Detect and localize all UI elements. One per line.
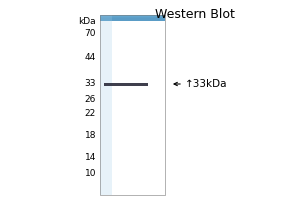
Bar: [100, 17, 165, 20]
Bar: [100, 16, 165, 19]
Text: 26: 26: [85, 96, 96, 104]
Bar: [100, 16, 165, 19]
Text: Western Blot: Western Blot: [155, 8, 235, 21]
Bar: [100, 15, 165, 18]
Bar: [104, 82, 148, 86]
Bar: [100, 16, 165, 19]
Bar: [100, 18, 165, 21]
Text: 22: 22: [85, 110, 96, 118]
Bar: [100, 17, 165, 20]
Bar: [100, 16, 165, 19]
Text: 70: 70: [85, 28, 96, 38]
Bar: [100, 18, 165, 21]
Bar: [100, 16, 165, 19]
Bar: [100, 16, 165, 19]
Bar: [100, 15, 165, 18]
Bar: [100, 16, 165, 19]
Bar: [100, 17, 165, 20]
Bar: [100, 15, 165, 18]
Bar: [100, 16, 165, 19]
Bar: [100, 17, 165, 20]
Bar: [100, 15, 165, 18]
Bar: [100, 16, 165, 19]
Bar: [100, 17, 165, 20]
Bar: [100, 16, 165, 19]
Bar: [100, 17, 165, 20]
Bar: [100, 17, 165, 20]
Bar: [100, 17, 165, 20]
Bar: [100, 17, 165, 20]
Bar: [100, 18, 165, 21]
Bar: [100, 17, 165, 20]
Bar: [100, 17, 165, 20]
Bar: [100, 17, 165, 20]
Text: 14: 14: [85, 154, 96, 162]
Bar: [100, 18, 165, 21]
Bar: [100, 16, 165, 19]
Bar: [100, 16, 165, 19]
Bar: [100, 15, 165, 18]
Bar: [100, 16, 165, 19]
Bar: [100, 18, 165, 21]
Bar: [100, 16, 165, 19]
Bar: [100, 16, 165, 19]
Bar: [100, 17, 165, 20]
Bar: [100, 17, 165, 20]
Bar: [100, 15, 165, 195]
Bar: [100, 16, 165, 19]
Bar: [100, 15, 165, 18]
Bar: [100, 16, 165, 19]
Bar: [100, 18, 165, 21]
Bar: [100, 18, 165, 21]
Bar: [100, 18, 165, 21]
Text: ↑33kDa: ↑33kDa: [185, 79, 227, 89]
Bar: [100, 16, 165, 19]
Text: 10: 10: [85, 170, 96, 178]
Bar: [100, 18, 165, 21]
Text: 33: 33: [85, 78, 96, 88]
Text: 18: 18: [85, 132, 96, 140]
Text: 44: 44: [85, 53, 96, 62]
Bar: [100, 17, 165, 20]
Text: kDa: kDa: [78, 18, 96, 26]
Bar: [100, 17, 165, 20]
Bar: [100, 17, 165, 20]
Bar: [100, 15, 165, 18]
Bar: [100, 17, 165, 20]
Bar: [100, 15, 165, 18]
Bar: [100, 17, 165, 20]
Bar: [100, 16, 165, 19]
Bar: [100, 15, 165, 18]
Bar: [100, 17, 165, 20]
Bar: [100, 18, 165, 21]
Bar: [100, 15, 112, 195]
Bar: [100, 15, 165, 18]
Bar: [100, 16, 165, 19]
